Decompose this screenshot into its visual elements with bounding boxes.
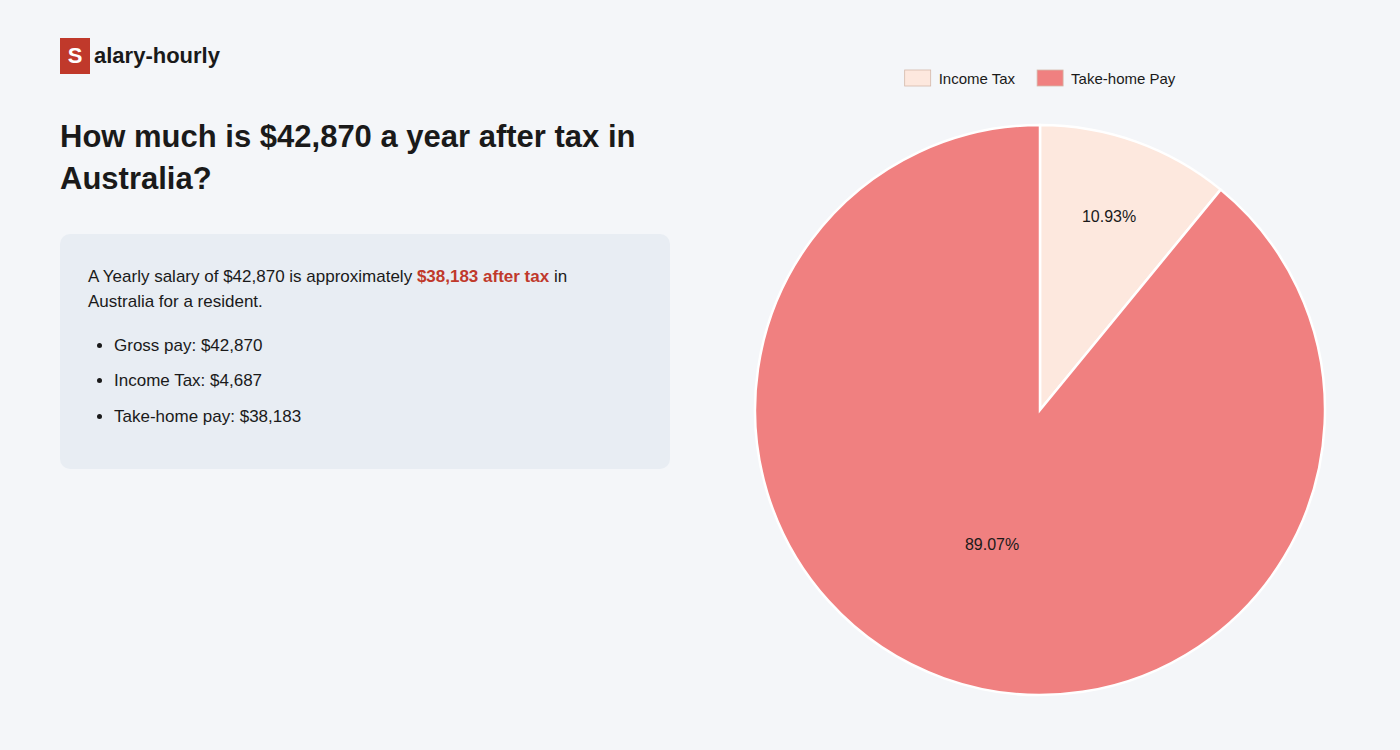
summary-text: A Yearly salary of $42,870 is approximat… — [88, 267, 417, 286]
summary-box: A Yearly salary of $42,870 is approximat… — [60, 234, 670, 470]
data-labels: 10.93% 89.07% — [965, 208, 1136, 552]
legend-swatch — [1037, 70, 1063, 86]
bullet-list: Gross pay: $42,870 Income Tax: $4,687 Take… — [88, 333, 642, 430]
legend-swatch — [905, 70, 931, 86]
logo: S alary-hourly — [60, 36, 670, 76]
info-panel: S alary-hourly How much is $42,870 a yea… — [60, 36, 670, 469]
legend: Income Tax Take-home Pay — [905, 70, 1176, 87]
title: How much is $42,870 a year after tax inA… — [60, 116, 670, 200]
data-label: 10.93% — [1082, 208, 1136, 225]
title-line: How much is $42,870 a year after tax in — [60, 116, 670, 158]
legend-item: Take-home Pay — [1037, 70, 1176, 87]
logo-text: alary-hourly — [94, 43, 220, 69]
summary-line: Australia for a resident. — [88, 289, 642, 315]
legend-label: Take-home Pay — [1071, 70, 1176, 87]
pie-slice — [755, 125, 1325, 695]
legend-label: Income Tax — [939, 70, 1016, 87]
title-line: Australia? — [60, 158, 670, 200]
bullet-item: Gross pay: $42,870 — [114, 333, 642, 359]
pie-chart: 10.93% 89.07% Income Tax Take-home Pay — [680, 0, 1400, 750]
legend-item: Income Tax — [905, 70, 1016, 87]
summary-highlight: $38,183 after tax — [417, 267, 549, 286]
summary-text: in — [549, 267, 567, 286]
summary-line: A Yearly salary of $42,870 is approximat… — [88, 264, 642, 290]
logo-badge: S — [60, 38, 90, 74]
pie — [755, 125, 1325, 695]
data-label: 89.07% — [965, 536, 1019, 553]
bullet-item: Take-home pay: $38,183 — [114, 404, 642, 430]
bullet-item: Income Tax: $4,687 — [114, 368, 642, 394]
